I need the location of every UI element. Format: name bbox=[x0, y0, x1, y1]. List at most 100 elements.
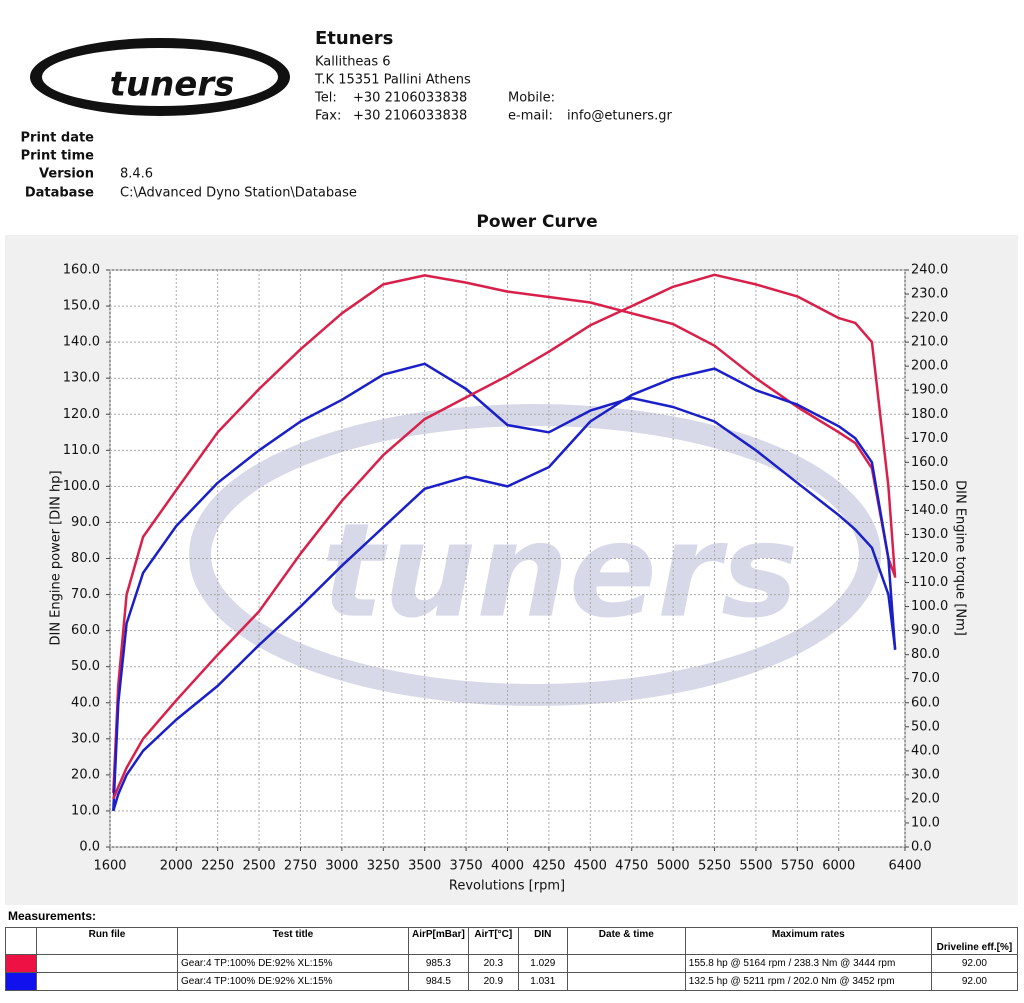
y-tick-label: 30.0 bbox=[71, 731, 100, 746]
y2-tick-label: 170.0 bbox=[911, 431, 948, 446]
cell: 1.029 bbox=[517, 954, 568, 973]
y2-tick-label: 90.0 bbox=[911, 623, 940, 638]
y-tick-label: 20.0 bbox=[71, 767, 100, 782]
y2-tick-label: 110.0 bbox=[911, 575, 948, 590]
y2-tick-label: 240.0 bbox=[911, 263, 948, 278]
info-label: Database bbox=[25, 186, 94, 201]
y2-tick-label: 50.0 bbox=[911, 719, 940, 734]
y2-tick-label: 60.0 bbox=[911, 695, 940, 710]
y2-tick-label: 200.0 bbox=[911, 359, 948, 374]
y2-tick-label: 220.0 bbox=[911, 311, 948, 326]
info-label: Print date bbox=[21, 131, 95, 146]
logo-text: tuners bbox=[110, 65, 235, 105]
y-tick-label: 10.0 bbox=[71, 803, 100, 818]
cell bbox=[566, 954, 686, 973]
watermark-text: tuners bbox=[322, 495, 799, 647]
line bbox=[112, 362, 897, 811]
phone: +30 2106033838 bbox=[353, 91, 467, 106]
fax: +30 2106033838 bbox=[353, 109, 467, 124]
cell bbox=[566, 972, 686, 991]
y2-tick-label: 230.0 bbox=[911, 287, 948, 302]
line bbox=[112, 274, 897, 793]
x-tick-label: 3750 bbox=[450, 859, 483, 874]
label: e-mail: bbox=[508, 109, 553, 124]
x-tick-label: 3250 bbox=[367, 859, 400, 874]
x-tick-label: 6400 bbox=[888, 859, 921, 874]
y-tick-label: 130.0 bbox=[63, 371, 100, 386]
chart-title: Power Curve bbox=[476, 212, 597, 232]
y2-tick-label: 80.0 bbox=[911, 647, 940, 662]
y2-tick-label: 20.0 bbox=[911, 791, 940, 806]
x-tick-label: 2500 bbox=[243, 859, 276, 874]
y-tick-label: 140.0 bbox=[63, 335, 100, 350]
x-axis-label: Revolutions [rpm] bbox=[449, 879, 565, 894]
y2-tick-label: 190.0 bbox=[911, 383, 948, 398]
header-cell: Test title bbox=[177, 927, 409, 955]
cell: Gear:4 TP:100% DE:92% XL:15% bbox=[177, 954, 409, 973]
x-tick-label: 4000 bbox=[491, 859, 524, 874]
x-tick-label: 2750 bbox=[284, 859, 317, 874]
row: Gear:4 TP:100% DE:92% XL:15% 985.3 20.3 1.0… bbox=[5, 954, 1019, 973]
label: Tel: bbox=[314, 91, 337, 106]
x-tick-label: 5000 bbox=[657, 859, 690, 874]
cell bbox=[36, 972, 178, 991]
y2-tick-label: 70.0 bbox=[911, 671, 940, 686]
y2-tick-label: 180.0 bbox=[911, 407, 948, 422]
cell bbox=[36, 954, 178, 973]
cell: 1.031 bbox=[517, 972, 568, 991]
header-row: Run file Test title AirP[mBar] AirT[°C] … bbox=[5, 927, 1019, 955]
info-label: Print time bbox=[21, 149, 95, 164]
y2-tick-label: 140.0 bbox=[911, 503, 948, 518]
color-swatch bbox=[5, 954, 37, 973]
y2-tick-label: 0.0 bbox=[911, 840, 932, 855]
watermark: tuners bbox=[189, 404, 881, 706]
y2-tick-label: 40.0 bbox=[911, 743, 940, 758]
cell: 92.00 bbox=[930, 972, 1019, 991]
y-tick-label: 120.0 bbox=[63, 407, 100, 422]
label: Fax: bbox=[315, 109, 341, 124]
y2-tick-label: 130.0 bbox=[911, 527, 948, 542]
y-tick-label: 70.0 bbox=[71, 587, 100, 602]
logo: tuners bbox=[30, 38, 290, 116]
x-tick-label: 1600 bbox=[93, 859, 126, 874]
header-cell: AirP[mBar] bbox=[408, 927, 469, 955]
y-tick-label: 150.0 bbox=[63, 299, 100, 314]
y2-axis-label: DIN Engine torque [Nm] bbox=[953, 480, 968, 636]
y-tick-label: 100.0 bbox=[63, 479, 100, 494]
cell: 20.3 bbox=[467, 954, 519, 973]
y-tick-label: 90.0 bbox=[71, 515, 100, 530]
x-tick-label: 3500 bbox=[408, 859, 441, 874]
y2-tick-label: 160.0 bbox=[911, 455, 948, 470]
table-title: Measurements: bbox=[8, 909, 97, 923]
cell: 92.00 bbox=[930, 954, 1019, 973]
cell: 132.5 hp @ 5211 rpm / 202.0 Nm @ 3452 rp… bbox=[684, 972, 932, 991]
x-tick-label: 4500 bbox=[574, 859, 607, 874]
y2-tick-label: 120.0 bbox=[911, 551, 948, 566]
header-cell: Driveline eff.[%] bbox=[930, 927, 1019, 955]
measurements-table: Run file Test title AirP[mBar] AirT[°C] … bbox=[5, 927, 1019, 991]
version: 8.4.6 bbox=[120, 167, 153, 182]
y2-tick-label: 150.0 bbox=[911, 479, 948, 494]
x-tick-label: 2250 bbox=[201, 859, 234, 874]
address: T.K 15351 Pallini Athens bbox=[314, 73, 471, 88]
header-cell: Maximum rates bbox=[684, 927, 932, 955]
line bbox=[112, 273, 897, 800]
cell: 984.5 bbox=[408, 972, 469, 991]
line bbox=[112, 367, 897, 812]
email: info@etuners.gr bbox=[567, 109, 672, 124]
x-tick-label: 5750 bbox=[781, 859, 814, 874]
row: Gear:4 TP:100% DE:92% XL:15% 984.5 20.9 1.0… bbox=[5, 972, 1019, 991]
y-tick-label: 60.0 bbox=[71, 623, 100, 638]
y2-tick-label: 210.0 bbox=[911, 335, 948, 350]
y-tick-label: 40.0 bbox=[71, 695, 100, 710]
cell: Gear:4 TP:100% DE:92% XL:15% bbox=[177, 972, 409, 991]
database: C:\Advanced Dyno Station\Database bbox=[120, 186, 357, 201]
x-tick-label: 6000 bbox=[822, 859, 855, 874]
header-cell: Run file bbox=[36, 927, 178, 955]
y-tick-label: 80.0 bbox=[71, 551, 100, 566]
x-tick-label: 4250 bbox=[532, 859, 565, 874]
y-tick-label: 110.0 bbox=[63, 443, 100, 458]
y2-tick-label: 30.0 bbox=[911, 767, 940, 782]
cell bbox=[5, 927, 37, 955]
